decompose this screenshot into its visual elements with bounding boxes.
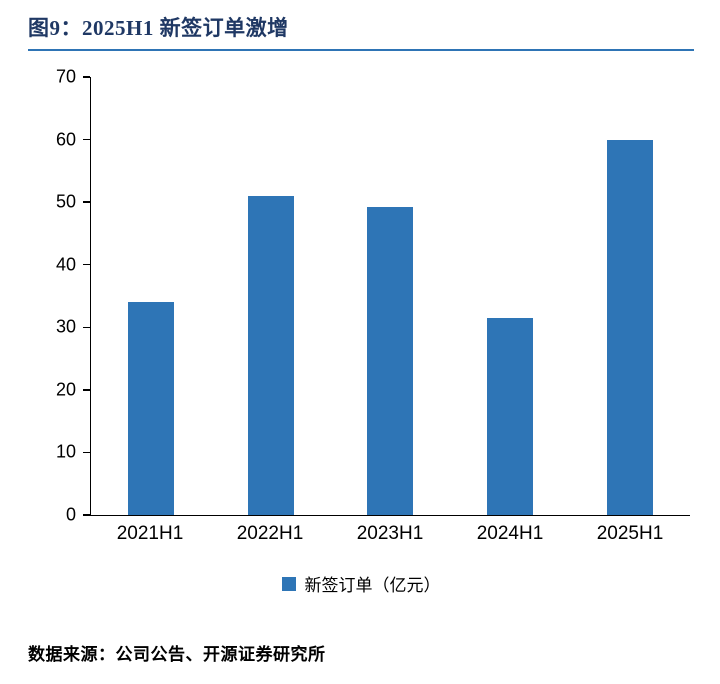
y-axis-label: 30 — [55, 316, 76, 337]
y-axis-label: 20 — [55, 379, 76, 400]
bar-chart: 0 10 20 30 40 50 60 70 2021H1 2022H1 2023H1 2024H1… — [28, 67, 690, 545]
y-axis-tick — [83, 451, 90, 454]
title-rule — [28, 49, 694, 51]
y-axis-label: 60 — [55, 129, 76, 150]
y-axis-tick — [83, 138, 90, 141]
bar-2024H1 — [487, 317, 534, 515]
y-axis: 0 10 20 30 40 50 60 70 — [28, 67, 90, 525]
y-axis-tick — [83, 263, 90, 266]
bar-slot — [450, 77, 570, 515]
y-axis-tick — [83, 201, 90, 203]
chart-legend: 新签订单（亿元） — [28, 571, 694, 596]
y-axis-label: 40 — [55, 254, 76, 275]
x-axis-label: 2025H1 — [596, 523, 664, 544]
data-source-note: 数据来源：公司公告、开源证券研究所 — [28, 645, 326, 664]
y-axis-tick — [83, 514, 90, 516]
bar-slot — [570, 77, 690, 515]
legend-swatch-icon — [281, 576, 296, 591]
y-axis-label: 0 — [65, 504, 76, 525]
bar-2022H1 — [247, 195, 294, 515]
y-axis-label: 70 — [55, 66, 76, 87]
bar-2021H1 — [127, 302, 174, 515]
y-axis-tick — [83, 326, 90, 329]
bar-2025H1 — [607, 139, 654, 515]
plot-area — [83, 76, 690, 516]
y-axis-tick — [83, 389, 90, 391]
bar-slot — [331, 77, 451, 515]
x-axis: 2021H1 2022H1 2023H1 2024H1 2025H1 — [90, 523, 690, 545]
x-axis-label: 2022H1 — [236, 523, 304, 544]
bar-2023H1 — [367, 206, 414, 515]
bar-slot — [211, 77, 331, 515]
x-axis-label: 2021H1 — [116, 523, 184, 544]
y-axis-label: 50 — [55, 191, 76, 212]
x-axis-label: 2024H1 — [476, 523, 544, 544]
bar-slot — [91, 77, 211, 515]
figure-title: 图9：2025H1 新签订单激增 — [28, 16, 289, 40]
y-axis-label: 10 — [55, 441, 76, 462]
x-axis-label: 2023H1 — [356, 523, 424, 544]
legend-label: 新签订单（亿元） — [304, 576, 441, 595]
y-axis-tick — [83, 76, 90, 78]
x-axis-spacer — [28, 515, 90, 545]
